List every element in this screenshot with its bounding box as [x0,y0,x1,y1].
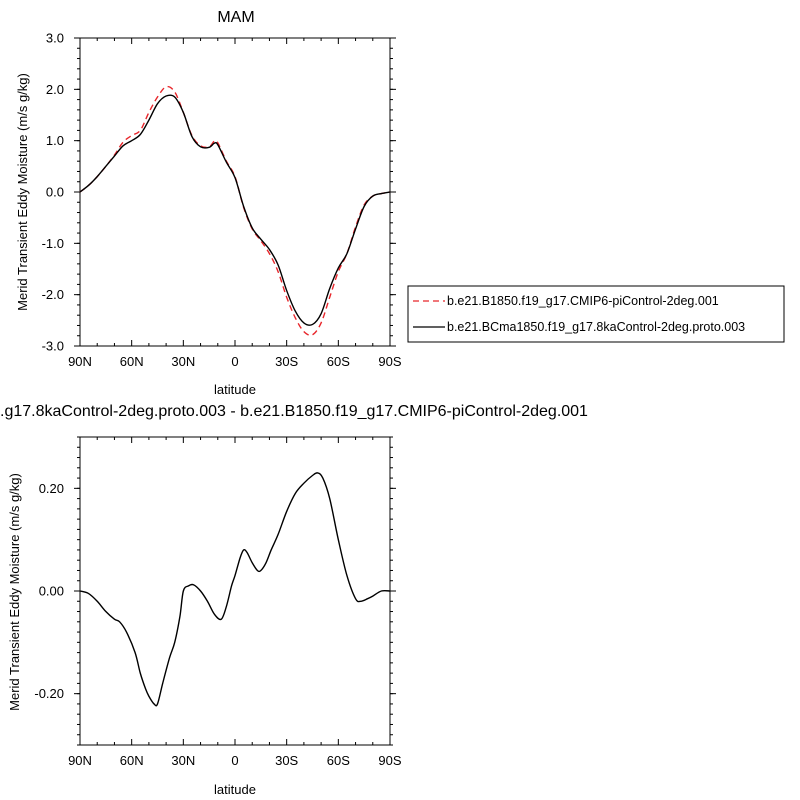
top-x-tick-label: 90N [68,354,92,369]
bottom-y-tick-label: 0.20 [39,481,64,496]
top-y-tick-label: 1.0 [46,133,64,148]
bottom-x-tick-label: 60S [327,753,350,768]
top-y-tick-label: 2.0 [46,82,64,97]
bottom-x-tick-label: 60N [120,753,144,768]
legend-label-pi-control: b.e21.B1850.f19_g17.CMIP6-piControl-2deg… [447,294,719,308]
top-y-tick-label: 0.0 [46,185,64,200]
top-chart-title: MAM [217,9,254,26]
top-x-tick-label: 0 [231,354,238,369]
bottom-x-axis-label: latitude [214,782,256,797]
top-x-tick-label: 60S [327,354,350,369]
top-x-tick-label: 60N [120,354,144,369]
top-series-line-1 [79,94,391,326]
top-x-tick-label: 30S [275,354,298,369]
bottom-x-tick-label: 90N [68,753,92,768]
bottom-plot-lines [79,472,391,707]
legend-box [407,285,785,343]
bottom-panel: .g17.8kaControl-2deg.proto.003 - b.e21.B… [0,403,588,797]
bottom-y-tick-label: -0.20 [34,686,64,701]
bottom-x-tick-label: 30N [171,753,195,768]
top-y-axis-label: Merid Transient Eddy Moisture (m/s g/kg) [15,73,30,311]
bottom-x-tick-label: 90S [378,753,401,768]
top-x-tick-label: 30N [171,354,195,369]
bottom-x-tick-label: 0 [231,753,238,768]
top-plot-lines [79,85,391,336]
top-axis-ticks: 90N 60N 30N 0 30S 60S 90S 3.0 2.0 1.0 0.0 -1.0 -2.0 -… [42,31,402,370]
top-y-tick-label: -3.0 [42,339,64,354]
bottom-y-tick-label: 0.00 [39,584,64,599]
top-x-tick-label: 90S [378,354,401,369]
bottom-series-line-0 [79,472,391,707]
bottom-x-tick-label: 30S [275,753,298,768]
bottom-chart-title: .g17.8kaControl-2deg.proto.003 - b.e21.B… [0,403,588,420]
top-plot-frame [79,37,391,347]
bottom-axis-ticks: 90N 60N 30N 0 30S 60S 90S 0.20 0.00 -0.20 [34,436,402,768]
legend-label-8ka-control: b.e21.BCma1850.f19_g17.8kaControl-2deg.p… [447,320,745,334]
top-y-tick-label: -1.0 [42,236,64,251]
top-x-axis-label: latitude [214,382,256,397]
bottom-plot-frame [79,436,391,746]
top-y-tick-label: -2.0 [42,287,64,302]
top-y-tick-label: 3.0 [46,31,64,46]
legend: b.e21.B1850.f19_g17.CMIP6-piControl-2deg… [407,285,785,343]
bottom-y-axis-label: Merid Transient Eddy Moisture (m/s g/kg) [7,473,22,711]
top-series-line-0 [79,85,391,336]
top-panel: MAM 90N 60N 30N 0 30S 60S 90S 3.0 2.0 1.0 0.0 -1.0 -… [15,9,785,397]
